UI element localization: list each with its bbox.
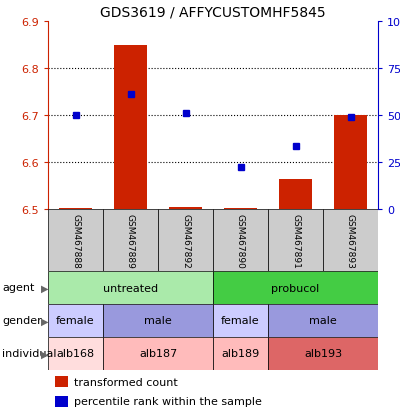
Text: agent: agent bbox=[2, 283, 34, 293]
Bar bbox=[268, 304, 378, 337]
Bar bbox=[213, 337, 268, 370]
Bar bbox=[213, 209, 268, 271]
Text: GSM467888: GSM467888 bbox=[71, 213, 80, 268]
Text: untreated: untreated bbox=[103, 283, 158, 293]
Text: alb193: alb193 bbox=[304, 349, 342, 358]
Bar bbox=[48, 209, 103, 271]
Text: ▶: ▶ bbox=[41, 283, 48, 293]
Text: female: female bbox=[56, 316, 95, 326]
Bar bbox=[48, 337, 103, 370]
Bar bbox=[334, 116, 367, 209]
Text: GSM467890: GSM467890 bbox=[236, 213, 245, 268]
Bar bbox=[103, 209, 158, 271]
Text: ▶: ▶ bbox=[41, 316, 48, 326]
Text: GSM467889: GSM467889 bbox=[126, 213, 135, 268]
Bar bbox=[268, 209, 323, 271]
Bar bbox=[54, 396, 68, 406]
Bar bbox=[213, 304, 268, 337]
Bar bbox=[268, 337, 378, 370]
Text: GSM467893: GSM467893 bbox=[346, 213, 355, 268]
Title: GDS3619 / AFFYCUSTOMHF5845: GDS3619 / AFFYCUSTOMHF5845 bbox=[100, 5, 326, 19]
Text: transformed count: transformed count bbox=[74, 377, 178, 387]
Bar bbox=[103, 304, 213, 337]
Text: ▶: ▶ bbox=[41, 349, 48, 358]
Text: alb168: alb168 bbox=[56, 349, 94, 358]
Text: probucol: probucol bbox=[271, 283, 320, 293]
Text: alb189: alb189 bbox=[221, 349, 260, 358]
Text: male: male bbox=[144, 316, 172, 326]
Bar bbox=[54, 377, 68, 387]
Bar bbox=[103, 337, 213, 370]
Bar bbox=[213, 271, 378, 304]
Text: GSM467892: GSM467892 bbox=[181, 213, 190, 268]
Text: male: male bbox=[309, 316, 337, 326]
Text: gender: gender bbox=[2, 316, 42, 326]
Text: percentile rank within the sample: percentile rank within the sample bbox=[74, 396, 262, 406]
Text: GSM467891: GSM467891 bbox=[291, 213, 300, 268]
Bar bbox=[48, 271, 213, 304]
Text: individual: individual bbox=[2, 349, 56, 358]
Bar bbox=[169, 208, 202, 209]
Text: female: female bbox=[221, 316, 260, 326]
Bar bbox=[48, 304, 103, 337]
Bar bbox=[158, 209, 213, 271]
Text: alb187: alb187 bbox=[139, 349, 177, 358]
Bar bbox=[114, 46, 147, 209]
Bar bbox=[279, 180, 312, 209]
Bar bbox=[323, 209, 378, 271]
